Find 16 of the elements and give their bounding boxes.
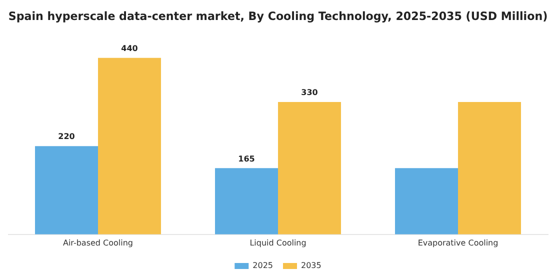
- data-label: 440: [121, 44, 138, 53]
- bar: [35, 146, 98, 234]
- data-label: 220: [58, 132, 76, 142]
- bar: [98, 58, 161, 234]
- legend-label: 2025: [252, 261, 273, 270]
- bar: [215, 168, 278, 234]
- data-label: 330: [301, 88, 318, 98]
- bar: [395, 168, 458, 234]
- x-tick-label: Liquid Cooling: [250, 238, 306, 248]
- bar: [278, 102, 341, 234]
- bar: [458, 102, 521, 234]
- data-label: 165: [238, 154, 256, 164]
- x-tick-label: Air-based Cooling: [62, 238, 134, 248]
- legend-label: 2035: [301, 261, 322, 270]
- chart-title: Spain hyperscale data-center market, By Cooling Technology, 2025-2035 (USD Million): [8, 10, 548, 23]
- x-tick-label: Evaporative Cooling: [418, 238, 498, 248]
